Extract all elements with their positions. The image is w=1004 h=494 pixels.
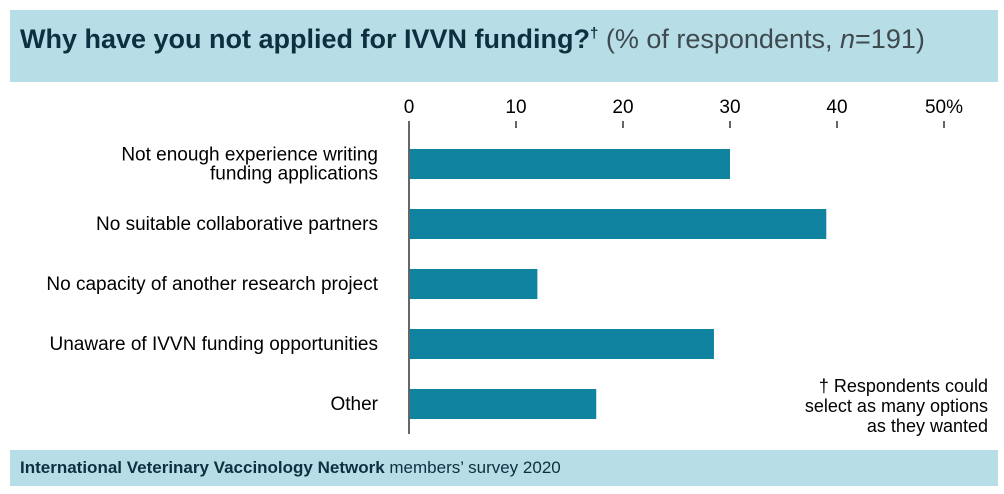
x-tick-label: 30 — [719, 97, 740, 118]
footnote-line-1: † Respondents could — [818, 376, 988, 396]
title-main: Why have you not applied for IVVN fundin… — [20, 24, 590, 54]
footnote: † Respondents could select as many optio… — [805, 376, 988, 436]
source-rest: members’ survey 2020 — [384, 458, 561, 477]
source-text: International Veterinary Vaccinology Net… — [20, 458, 561, 478]
category-label-line: Not enough experience writing — [121, 145, 378, 166]
bar — [410, 269, 538, 299]
source-org: International Veterinary Vaccinology Net… — [20, 458, 385, 477]
x-tick-label: 50% — [925, 97, 963, 118]
category-label: No suitable collaborative partners — [96, 214, 378, 235]
bar — [410, 389, 597, 419]
category-label: Not enough experience writing funding app… — [121, 145, 378, 185]
x-tick-label: 20 — [612, 97, 633, 118]
category-label-line: Other — [330, 394, 378, 415]
title-subtitle: (% of respondents, n=191) — [606, 24, 925, 54]
subtitle-n-value: =191) — [855, 24, 925, 54]
category-label-line: Unaware of IVVN funding opportunities — [50, 334, 378, 355]
bar — [410, 149, 730, 179]
category-label-line: No capacity of another research project — [46, 274, 378, 295]
footnote-line-3: as they wanted — [866, 416, 988, 436]
category-label-line: No suitable collaborative partners — [96, 214, 378, 235]
bar — [410, 329, 714, 359]
category-label-line: funding applications — [210, 164, 378, 185]
footer-panel: International Veterinary Vaccinology Net… — [10, 450, 998, 486]
x-tick-label: 0 — [404, 97, 415, 118]
header-panel: Why have you not applied for IVVN fundin… — [10, 10, 998, 82]
x-tick-label: 40 — [826, 97, 847, 118]
subtitle-n-label: n — [840, 24, 856, 54]
footnote-line-2: select as many options — [804, 396, 988, 416]
subtitle-prefix: (% of respondents, — [605, 24, 840, 54]
title-dagger: † — [590, 25, 599, 42]
x-tick-label: 10 — [505, 97, 526, 118]
category-label: No capacity of another research project — [46, 274, 378, 295]
bar — [410, 209, 827, 239]
category-label: Unaware of IVVN funding opportunities — [50, 334, 378, 355]
chart-title: Why have you not applied for IVVN fundin… — [20, 24, 925, 55]
category-label: Other — [330, 394, 378, 415]
